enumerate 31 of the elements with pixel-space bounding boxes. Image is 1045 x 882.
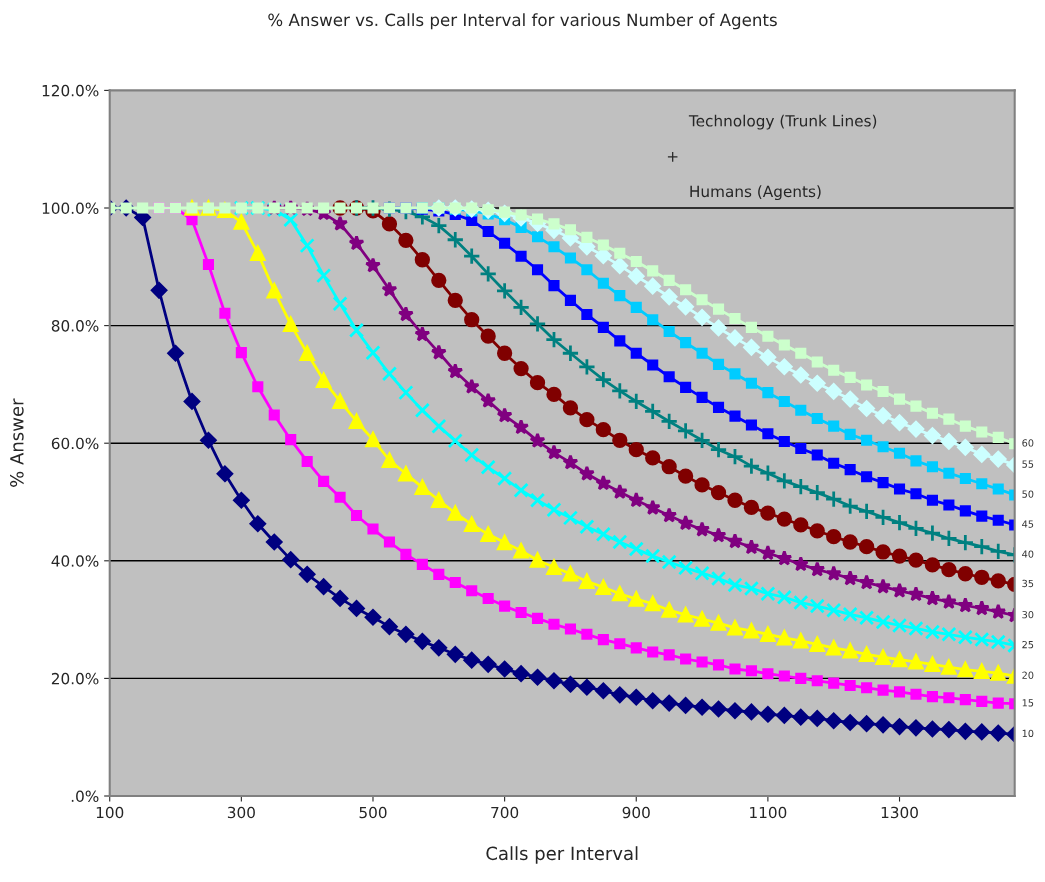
y-tick-label: .0% — [71, 790, 99, 803]
series-label: 15 — [1022, 699, 1034, 707]
y-tick-label: 60.0% — [51, 437, 99, 450]
y-tick-label: 40.0% — [51, 555, 99, 567]
series-label: 50 — [1022, 490, 1034, 498]
series-label: 30 — [1022, 610, 1034, 619]
annotation: + — [667, 152, 678, 162]
x-tick-label: 500 — [359, 806, 387, 819]
series-label: 35 — [1022, 579, 1034, 588]
series-label: 55 — [1022, 460, 1034, 468]
x-tick-label: 1100 — [750, 806, 787, 819]
y-axis-title: % Answer — [10, 398, 24, 487]
x-tick-label: 700 — [491, 806, 519, 819]
x-tick-label: 1300 — [881, 806, 918, 819]
y-tick-label: 20.0% — [51, 672, 99, 685]
y-tick-label: 120.0% — [42, 84, 99, 97]
x-tick-label: 300 — [227, 806, 255, 819]
series-label: 20 — [1022, 671, 1034, 679]
y-tick-label: 100.0% — [42, 202, 99, 215]
y-tick-label: 80.0% — [51, 320, 99, 332]
x-axis-title: Calls per Interval — [486, 846, 638, 864]
x-tick-label: 900 — [622, 806, 650, 819]
series-label: 45 — [1022, 520, 1034, 528]
series-label: 40 — [1022, 550, 1034, 558]
series-label: 25 — [1022, 640, 1034, 649]
series-label: 60 — [1022, 439, 1034, 447]
annotation: Technology (Trunk Lines) — [688, 114, 877, 130]
x-tick-label: 100 — [96, 806, 124, 819]
chart-title: % Answer vs. Calls per Interval for various Number of Agents — [268, 13, 777, 30]
annotation: Humans (Agents) — [690, 185, 821, 201]
series-label: 10 — [1022, 729, 1034, 738]
